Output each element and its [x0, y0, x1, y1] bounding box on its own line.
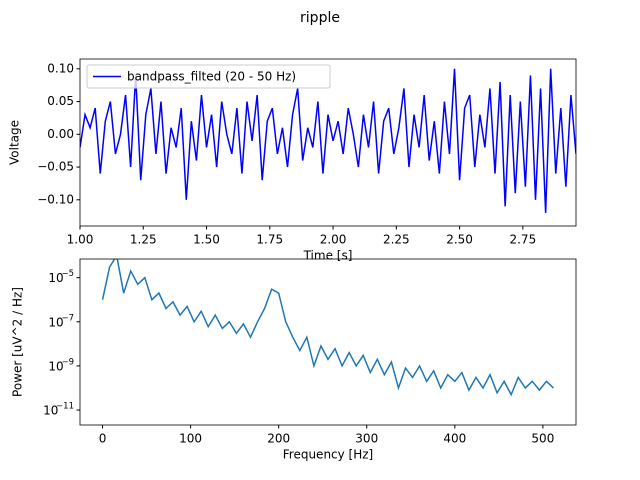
x-tick-label: 1.50	[193, 233, 220, 247]
x-axis-label: Frequency [Hz]	[283, 448, 374, 462]
x-tick-label: 400	[443, 432, 466, 446]
y-axis-label: Voltage	[8, 120, 22, 165]
axes-frame	[79, 58, 577, 227]
x-tick-label: 2.50	[446, 233, 473, 247]
y-tick-exponent: −11	[56, 402, 74, 412]
y-tick-label: 10	[43, 404, 58, 418]
data-line	[101, 259, 554, 397]
y-tick-label: 10	[48, 271, 63, 285]
y-tick-label: 0.00	[47, 127, 74, 141]
figure-title: ripple	[300, 10, 340, 26]
x-tick-label: 2.25	[383, 233, 410, 247]
x-tick-label: 300	[355, 432, 378, 446]
y-axis-label: Power [uV^2 / Hz]	[11, 287, 25, 397]
y-tick-exponent: −7	[61, 313, 74, 323]
y-tick-label: 10	[48, 359, 63, 373]
x-tick-label: 200	[267, 432, 290, 446]
x-tick-label: 2.00	[320, 233, 347, 247]
y-tick-label: 10	[48, 315, 63, 329]
legend-box	[86, 64, 331, 89]
y-tick-label: −0.05	[37, 160, 74, 174]
x-tick-label: 1.75	[256, 233, 283, 247]
legend-label: bandpass_filted (20 - 50 Hz)	[127, 70, 296, 84]
x-tick-label: 500	[531, 432, 554, 446]
x-tick-label: 1.25	[130, 233, 157, 247]
x-tick-label: 100	[179, 432, 202, 446]
y-tick-label: 0.05	[47, 94, 74, 108]
axes-frame	[79, 258, 577, 426]
data-line	[80, 68, 576, 213]
x-tick-label: 2.75	[509, 233, 536, 247]
x-axis-label: Time [s]	[303, 249, 353, 263]
y-tick-exponent: −5	[61, 269, 74, 279]
x-tick-label: 1.00	[67, 233, 94, 247]
y-tick-label: −0.10	[37, 192, 74, 206]
x-tick-label: 0	[99, 432, 107, 446]
y-tick-label: 0.10	[47, 61, 74, 75]
y-tick-exponent: −9	[61, 357, 74, 367]
